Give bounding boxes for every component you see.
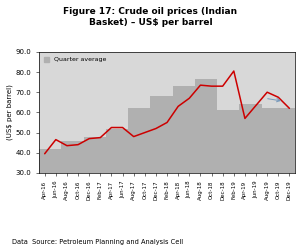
Legend: Quarter average: Quarter average <box>42 55 108 64</box>
Bar <box>39 149 50 173</box>
Bar <box>128 108 139 173</box>
Bar <box>61 141 73 173</box>
Bar <box>273 108 284 173</box>
Y-axis label: (US$ per barrel): (US$ per barrel) <box>6 84 13 140</box>
Bar <box>284 108 295 173</box>
Bar <box>184 86 195 173</box>
Bar <box>239 104 250 173</box>
Text: Figure 17: Crude oil prices (Indian
Basket) – US$ per barrel: Figure 17: Crude oil prices (Indian Bask… <box>64 7 237 27</box>
Bar <box>262 108 273 173</box>
Bar <box>106 128 117 173</box>
Bar <box>117 128 128 173</box>
Bar <box>95 137 106 173</box>
Bar <box>206 79 217 173</box>
Bar <box>50 149 61 173</box>
Bar <box>84 137 95 173</box>
Bar <box>139 108 150 173</box>
Bar <box>172 86 184 173</box>
Bar <box>195 79 206 173</box>
Bar <box>250 104 262 173</box>
Bar <box>150 96 162 173</box>
Bar <box>228 110 239 173</box>
Bar <box>217 110 228 173</box>
Bar <box>162 96 172 173</box>
Bar <box>73 141 84 173</box>
Text: Data  Source: Petroleum Planning and Analysis Cell: Data Source: Petroleum Planning and Anal… <box>12 239 183 245</box>
